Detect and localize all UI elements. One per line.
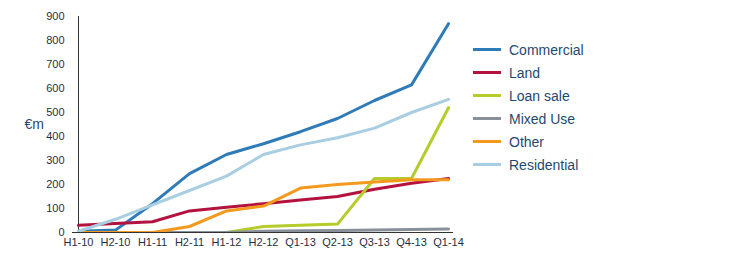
svg-text:200: 200 [46,178,64,190]
svg-text:800: 800 [46,34,64,46]
svg-text:600: 600 [46,82,64,94]
html-text:Commercial: Commercial [509,41,584,58]
html-text:Mixed Use: Mixed Use [509,110,576,127]
svg-text:Q1-14: Q1-14 [433,236,464,248]
html-text:Land: Land [509,64,541,81]
svg-text:Q3-13: Q3-13 [359,236,390,248]
svg-text:Q2-13: Q2-13 [322,236,353,248]
html-text:Loan sale: Loan sale [509,87,570,104]
html-text:Other: Other [509,133,544,150]
svg-text:H2-11: H2-11 [175,236,204,248]
svg-text:H2-10: H2-10 [101,236,131,248]
svg-text:H1-11: H1-11 [138,236,167,248]
svg-text:H1-12: H1-12 [212,236,242,248]
svg-text:H1-10: H1-10 [64,236,94,248]
svg-text:900: 900 [46,10,64,22]
svg-text:100: 100 [46,202,64,214]
svg-text:€m: €m [25,116,44,132]
html-text:Residential: Residential [509,156,579,173]
svg-text:700: 700 [46,58,64,70]
svg-text:H2-12: H2-12 [249,236,279,248]
svg-text:400: 400 [46,130,64,142]
svg-text:Q4-13: Q4-13 [396,236,427,248]
svg-text:500: 500 [46,106,64,118]
svg-text:0: 0 [58,226,65,238]
svg-text:Q1-13: Q1-13 [285,236,316,248]
svg-text:300: 300 [46,154,64,166]
